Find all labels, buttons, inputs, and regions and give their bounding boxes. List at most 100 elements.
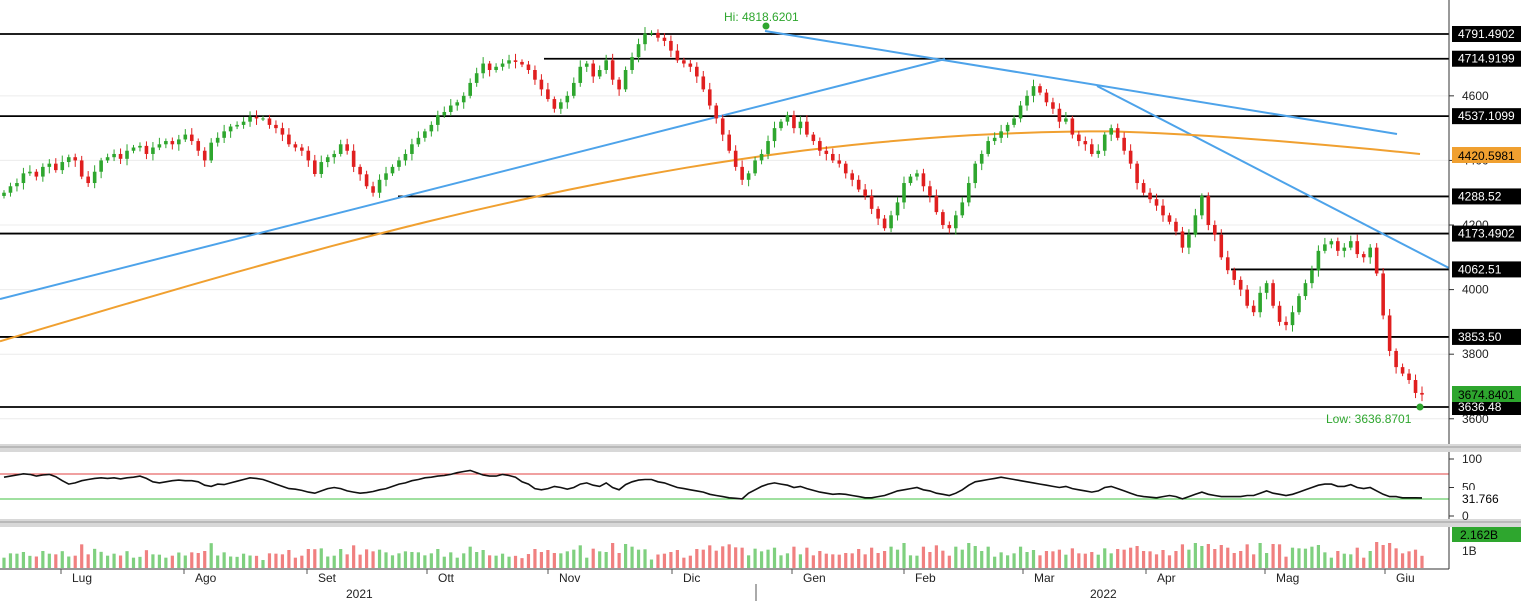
- candle-body: [1077, 134, 1081, 142]
- volume-bar: [999, 552, 1003, 568]
- volume-bar: [526, 554, 531, 568]
- candle-body: [79, 160, 84, 177]
- candle-body: [617, 79, 621, 90]
- level-tag-box: [1452, 188, 1521, 205]
- rsi-value-tag: 31.766: [1452, 490, 1521, 506]
- volume-bar: [15, 553, 19, 568]
- candle-body: [1115, 128, 1120, 138]
- volume-bar: [921, 546, 926, 568]
- volume-bar: [1252, 554, 1256, 568]
- candle-body: [688, 63, 693, 67]
- volume-bar: [462, 553, 466, 568]
- candle-body: [332, 153, 337, 158]
- volume-value-tag: 2.162B: [1452, 527, 1521, 542]
- candle-body: [151, 147, 155, 154]
- candle-body: [118, 153, 123, 159]
- level-tag-box: [1452, 50, 1521, 67]
- rsi-tick-label: 100: [1462, 452, 1482, 466]
- candle-body: [461, 95, 466, 103]
- candle-body: [720, 118, 725, 135]
- volume-bar: [151, 554, 155, 568]
- candle-body: [1161, 205, 1165, 216]
- candle-body: [578, 66, 583, 83]
- candle-body: [895, 202, 900, 216]
- panel-divider-2[interactable]: [0, 519, 1521, 527]
- volume-bar: [326, 556, 330, 568]
- volume-bar: [565, 551, 569, 568]
- panel-divider-1[interactable]: [0, 444, 1521, 452]
- candle-body: [1264, 283, 1269, 293]
- volume-bar: [1038, 555, 1042, 568]
- volume-bar: [313, 549, 317, 568]
- volume-bar: [1129, 547, 1133, 568]
- candle-body: [53, 163, 58, 171]
- candle-body: [973, 163, 978, 184]
- high-marker: [762, 22, 770, 30]
- volume-bar: [293, 557, 297, 568]
- candle-body: [144, 145, 149, 154]
- rsi-value-label: 31.766: [1462, 492, 1499, 506]
- volume-bar: [747, 555, 751, 568]
- volume-bar: [1148, 551, 1152, 568]
- candle-body: [436, 115, 440, 125]
- volume-bar: [429, 553, 433, 568]
- candle-body: [792, 115, 796, 129]
- volume-bar: [8, 553, 13, 568]
- volume-bar: [831, 554, 835, 568]
- year-label-2022: 2022: [1090, 587, 1117, 601]
- candle-body: [740, 166, 744, 180]
- candle-body: [1213, 225, 1217, 235]
- volume-bar: [442, 556, 446, 568]
- candle-body: [1225, 257, 1230, 271]
- candle-body: [604, 60, 608, 71]
- volume-bar: [766, 549, 770, 568]
- candle-body: [1381, 273, 1385, 316]
- candle-body: [345, 144, 349, 151]
- volume-bar: [1303, 548, 1308, 568]
- volume-bar: [403, 551, 408, 568]
- volume-bar: [416, 552, 420, 568]
- candle-body: [947, 225, 952, 229]
- volume-bar: [734, 547, 738, 568]
- candle-body: [1271, 283, 1275, 306]
- candle-body: [675, 50, 680, 61]
- price-panel-background: [0, 0, 1449, 444]
- candle-body: [533, 70, 537, 80]
- candle-body: [623, 70, 628, 90]
- price-tick-label: 4600: [1462, 89, 1489, 103]
- level-tag-box: [1452, 26, 1521, 42]
- volume-bar: [216, 555, 220, 568]
- volume-bar: [617, 553, 621, 568]
- level-tag-box: [1452, 225, 1521, 242]
- candle-body: [86, 176, 90, 184]
- candle-body: [669, 40, 673, 51]
- level-tag-label: 4288.52: [1458, 189, 1502, 203]
- volume-bar: [993, 556, 997, 568]
- candle-body: [1258, 292, 1262, 313]
- volume-bar: [870, 547, 874, 568]
- candle-body: [824, 150, 829, 154]
- candle-body: [869, 195, 874, 209]
- candle-body: [131, 147, 136, 151]
- candle-body: [526, 64, 531, 71]
- candle-body: [1122, 137, 1126, 151]
- volume-bar: [125, 551, 129, 568]
- candle-body: [772, 128, 777, 142]
- volume-bar: [190, 552, 194, 568]
- volume-bar: [112, 553, 116, 568]
- volume-bar: [1219, 545, 1223, 568]
- volume-bar: [1141, 551, 1146, 568]
- candle-body: [999, 131, 1003, 138]
- candle-body: [571, 82, 576, 96]
- volume-bar: [941, 550, 945, 568]
- candle-body: [209, 142, 213, 161]
- candle-body: [474, 73, 479, 83]
- candlestick-series: [2, 27, 1424, 402]
- volume-bar: [1090, 552, 1094, 568]
- moving-average-line: [0, 130, 1421, 343]
- volume-bar: [973, 546, 977, 568]
- volume-bar: [1077, 553, 1081, 568]
- candle-body: [856, 179, 861, 190]
- volume-bar: [1213, 549, 1217, 568]
- candle-body: [423, 131, 427, 138]
